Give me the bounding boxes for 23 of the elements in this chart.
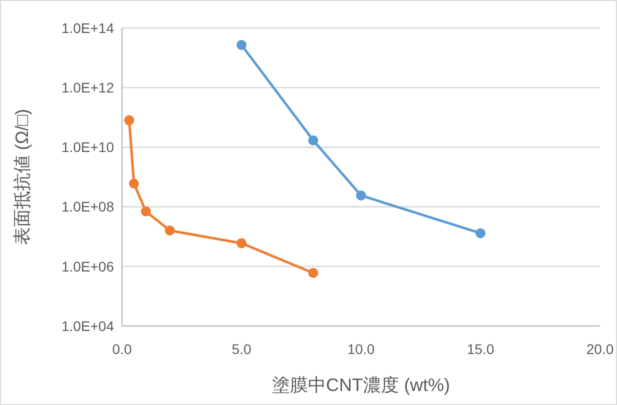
y-tick-label: 1.0E+14 — [61, 20, 114, 36]
point — [308, 268, 318, 278]
point — [236, 40, 246, 50]
point — [128, 178, 139, 189]
x-tick-label: 20.0 — [586, 341, 614, 357]
point — [356, 190, 366, 200]
y-tick-label: 1.0E+04 — [61, 318, 114, 334]
point — [124, 115, 134, 126]
point — [236, 238, 246, 248]
point — [476, 228, 486, 238]
x-tick-label: 15.0 — [466, 341, 494, 357]
x-axis-title: 塗膜中CNT濃度 (wt%) — [272, 375, 450, 395]
x-tick-label: 5.0 — [232, 341, 252, 357]
y-tick-label: 1.0E+08 — [61, 198, 114, 215]
point — [164, 226, 175, 236]
point — [140, 206, 151, 216]
y-tick-label: 1.0E+12 — [61, 80, 114, 96]
point — [308, 135, 318, 146]
y-tick-label: 1.0E+10 — [61, 139, 114, 156]
x-tick-label: 0.0 — [112, 341, 132, 357]
y-axis-title: 表面抵抗値 (Ω/□) — [12, 108, 32, 246]
x-tick-label: 10.0 — [347, 341, 375, 357]
y-tick-label: 1.0E+06 — [61, 258, 114, 274]
